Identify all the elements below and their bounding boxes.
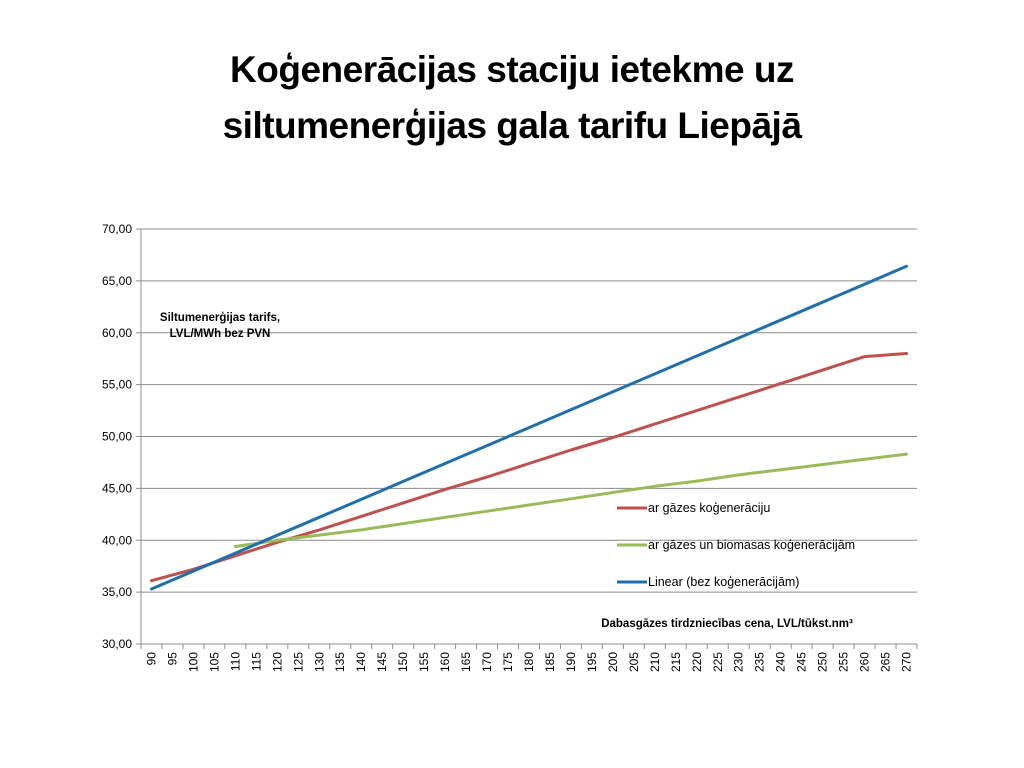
x-tick-label: 110 [228, 652, 242, 671]
series-lines [150, 264, 908, 591]
x-tick-label: 165 [459, 652, 473, 672]
y-axis-label-line2: LVL/MWh bez PVN [170, 328, 271, 340]
x-tick-label: 215 [669, 652, 683, 672]
slide-title-line1: Koģenerācijas staciju ietekme uz [230, 49, 794, 90]
x-tick-label: 205 [627, 652, 641, 672]
x-tick-label: 190 [564, 652, 578, 672]
y-tick-label: 45,00 [102, 481, 132, 495]
x-tick-label: 185 [543, 652, 557, 672]
x-tick-label: 125 [291, 652, 305, 672]
x-tick-label: 115 [249, 652, 263, 671]
x-tick-label: 130 [312, 652, 326, 672]
x-tick-label: 245 [795, 652, 809, 672]
slide-title: Koģenerācijas staciju ietekme uz siltume… [0, 42, 1024, 154]
x-tick-label: 255 [837, 652, 851, 672]
legend-label-2: ar gāzes un biomasas koģenerācijām [648, 538, 855, 552]
y-tick-label: 50,00 [102, 430, 132, 444]
x-tick-label: 105 [207, 652, 221, 672]
x-tick-label: 100 [186, 652, 200, 672]
x-tick-label: 135 [333, 652, 347, 672]
x-tick-label: 170 [480, 652, 494, 672]
y-tick-label: 35,00 [102, 585, 132, 599]
x-tick-label: 180 [522, 652, 536, 672]
x-tick-label: 220 [690, 652, 704, 672]
series-line-1 [150, 352, 908, 583]
x-tick-label: 250 [816, 652, 830, 672]
x-tick-label: 210 [648, 652, 662, 672]
x-tick-label: 95 [165, 652, 179, 666]
x-tick-label: 270 [900, 652, 914, 672]
y-axis-label-line1: Siltumenerģijas tarifs, [160, 311, 280, 324]
x-tick-label: 120 [270, 652, 284, 672]
x-tick-label: 225 [711, 652, 725, 672]
slide-title-line2: siltumenerģijas gala tarifu Liepājā [222, 105, 802, 146]
x-tick-label: 265 [879, 652, 893, 672]
y-tick-label: 70,00 [102, 222, 132, 236]
legend: ar gāzes koģenerāciju ar gāzes un biomasa… [617, 501, 855, 589]
y-tick-labels: 30,00 35,00 40,00 45,00 50,00 55,00 60,00 65,00… [102, 222, 132, 651]
x-tick-label: 150 [396, 652, 410, 672]
x-tick-label: 155 [417, 652, 431, 672]
y-tick-label: 40,00 [102, 533, 132, 547]
y-tick-label: 55,00 [102, 378, 132, 392]
axes [136, 228, 918, 649]
gridlines [141, 228, 917, 593]
y-tick-label: 65,00 [102, 274, 132, 288]
x-tick-label: 235 [753, 652, 767, 672]
x-tick-labels: 90 95 100 105 110 115 120 125 130 135 140 145 150 155… [144, 652, 913, 672]
y-tick-label: 60,00 [102, 326, 132, 340]
x-tick-label: 200 [606, 652, 620, 672]
x-axis-label: Dabasgāzes tirdzniecības cena, LVL/tūkst… [601, 618, 853, 630]
y-tick-label: 30,00 [102, 637, 132, 651]
x-tick-label: 240 [774, 652, 788, 672]
x-tick-label: 260 [858, 652, 872, 672]
legend-label-3: Linear (bez koģenerācijām) [648, 575, 799, 589]
x-tick-label: 230 [732, 652, 746, 672]
series-line-2 [233, 452, 908, 548]
x-tick-label: 175 [501, 652, 515, 672]
x-tick-label: 90 [144, 652, 158, 666]
x-tick-label: 140 [354, 652, 368, 672]
x-tick-label: 145 [375, 652, 389, 672]
x-tick-label: 160 [438, 652, 452, 672]
series-line-3 [150, 264, 908, 591]
legend-label-1: ar gāzes koģenerāciju [648, 501, 770, 515]
x-tick-label: 195 [585, 652, 599, 672]
